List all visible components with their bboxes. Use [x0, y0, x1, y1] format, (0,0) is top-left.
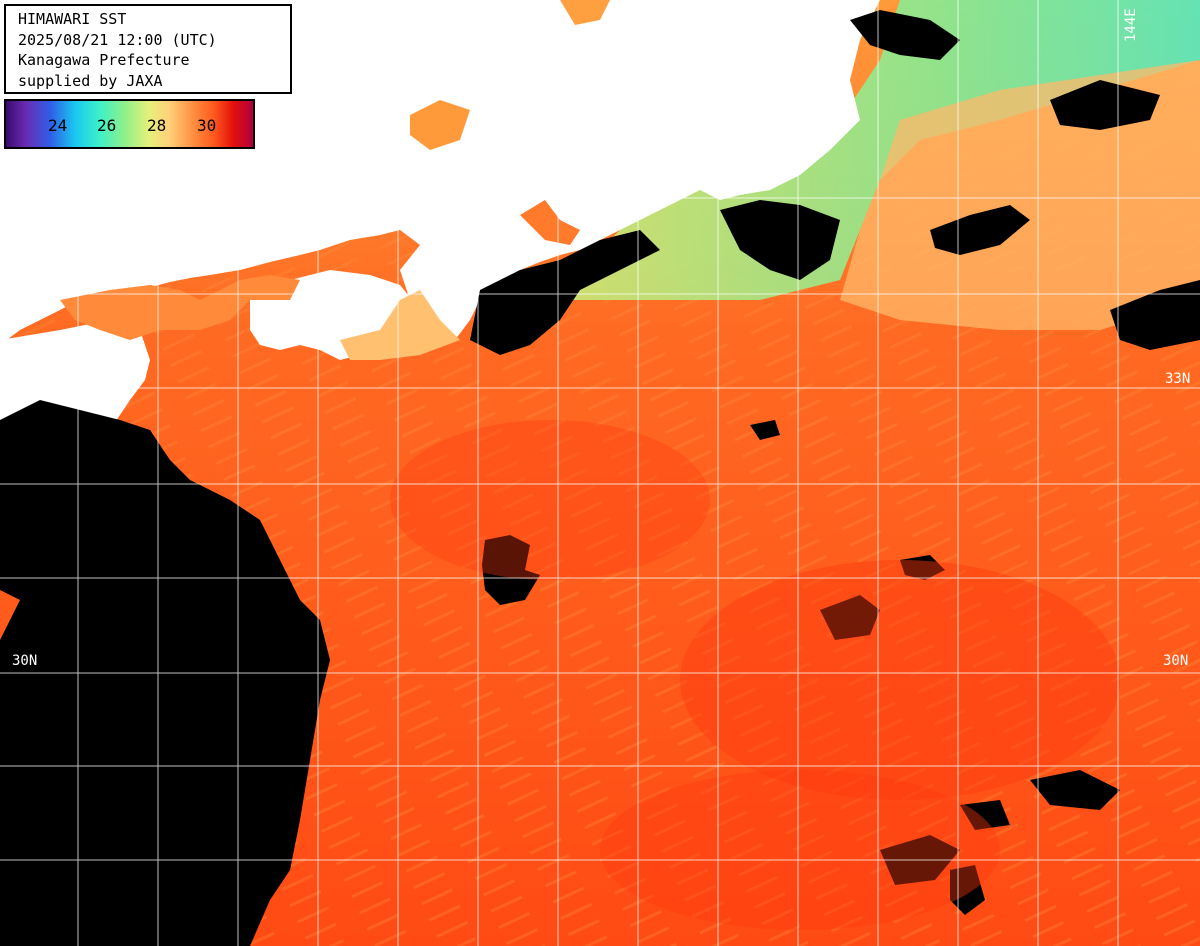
warm-core-3 — [600, 770, 1000, 930]
bay-warm — [520, 200, 580, 245]
lat-label-33-left: 33 — [8, 374, 25, 390]
kii-coast-warm — [340, 290, 460, 360]
colorbar-label-24: 24 — [48, 116, 68, 135]
bay-warm-3 — [560, 0, 610, 25]
map-region: Kanagawa Prefecture — [18, 51, 190, 69]
inland-sea-warm — [60, 275, 300, 340]
map-info-box: HIMAWARI SST 2025/08/21 12:00 (UTC) Kana… — [4, 4, 292, 94]
lat-label-30-right: 30N — [1163, 653, 1189, 669]
warm-core-2 — [390, 420, 710, 580]
colorbar-label-26: 26 — [97, 116, 117, 135]
lon-label-144e: 144E — [1123, 8, 1139, 42]
colorbar-label-28: 28 — [147, 116, 167, 135]
no-data-south-kyushu — [80, 480, 190, 600]
bay-warm-2 — [410, 100, 470, 150]
no-data-patch-3 — [1030, 770, 1120, 810]
no-data-patch-7 — [750, 420, 780, 440]
lon-label-135e: 135E — [483, 8, 499, 42]
map-datetime: 2025/08/21 12:00 (UTC) — [18, 30, 217, 49]
no-data-east-coast — [720, 200, 840, 280]
cool-coastal-water — [560, 0, 1200, 300]
no-data-patch-2 — [900, 555, 945, 580]
no-data-offshore-1 — [930, 205, 1030, 255]
temperature-colorbar: 24 26 28 30 — [4, 99, 255, 149]
lat-label-30-left: 30N — [12, 653, 38, 669]
colorbar-label-30: 30 — [197, 116, 217, 135]
lat-label-33-right: 33N — [1165, 371, 1191, 387]
no-data-kii — [470, 230, 660, 355]
no-data-patch-6 — [960, 800, 1010, 830]
no-data-hole — [482, 535, 540, 605]
no-data-patch-1 — [820, 595, 880, 640]
no-data-offshore-3 — [1050, 80, 1160, 130]
map-credit: supplied by JAXA — [18, 71, 163, 90]
warm-core-1 — [680, 560, 1120, 800]
map-title: HIMAWARI SST — [18, 10, 127, 28]
no-data-patch-5 — [950, 865, 985, 915]
no-data-offshore-2 — [1110, 280, 1200, 350]
